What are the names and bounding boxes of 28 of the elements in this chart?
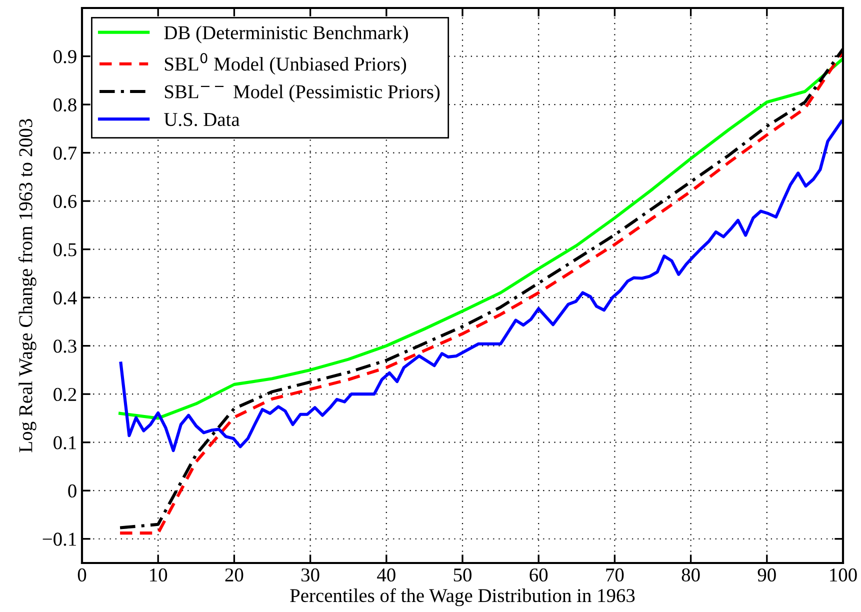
y-tick-label: 0.8: [54, 98, 76, 112]
y-tick-label: 0.7: [54, 146, 77, 160]
legend-label: SBL$^{0}$ Model (Unbiased Priors): [164, 52, 406, 75]
x-tick-label: 60: [530, 568, 548, 582]
x-axis-title: Percentiles of the Wage Distribution in 1963: [290, 588, 635, 606]
y-tick-label: 0.6: [54, 194, 77, 208]
x-tick-label: 100: [830, 568, 857, 582]
y-tick-label: 0.5: [54, 243, 76, 256]
x-tick-label: 0: [78, 568, 86, 582]
x-tick-label: 70: [606, 568, 624, 582]
y-tick-label: 0: [68, 484, 76, 498]
y-axis-title: Log Real Wage Change from 1963 to 2003: [18, 119, 36, 452]
y-tick-label: 0.4: [54, 291, 77, 305]
y-tick-label: −0.1: [42, 532, 76, 546]
y-tick-label: 0.9: [54, 50, 76, 64]
y-tick-label: 0.2: [54, 388, 76, 402]
y-tick-label: 0.3: [54, 340, 76, 353]
x-tick-label: 20: [225, 568, 244, 582]
x-tick-label: 50: [454, 568, 472, 582]
x-tick-label: 40: [377, 568, 396, 582]
y-tick-label: 0.1: [54, 436, 76, 450]
x-tick-label: 80: [682, 568, 700, 582]
x-tick-label: 90: [758, 568, 776, 582]
legend-label: DB (Deterministic Benchmark): [164, 26, 408, 44]
x-tick-label: 10: [150, 568, 168, 582]
legend-label: U.S. Data: [164, 113, 240, 126]
legend-label: SBL$^{−−}$ Model (Pessimistic Priors): [164, 84, 440, 102]
x-tick-label: 30: [302, 568, 320, 582]
